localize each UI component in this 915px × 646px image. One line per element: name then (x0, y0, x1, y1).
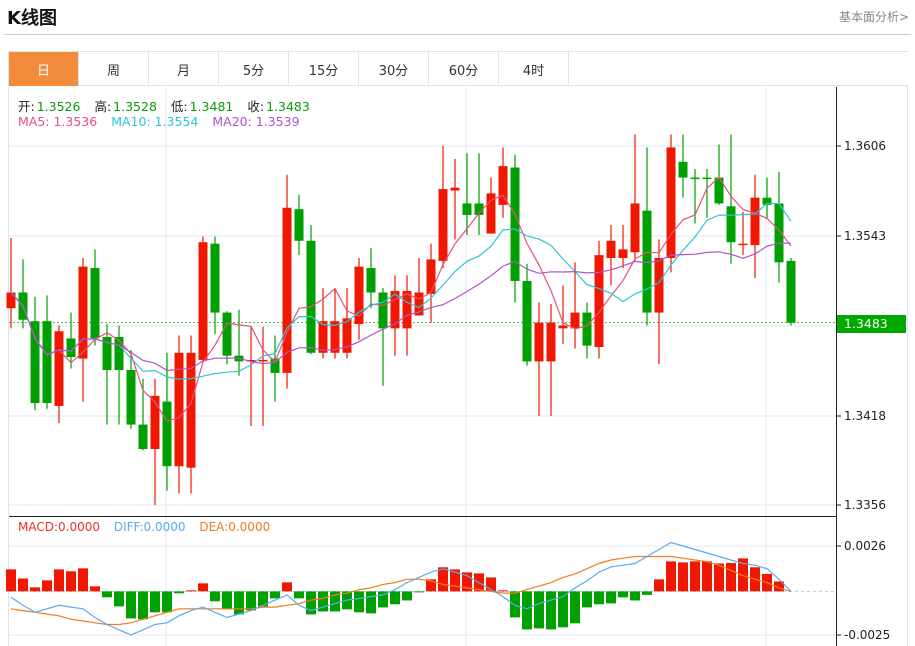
high-value: 1.3528 (113, 99, 157, 114)
macd-readout: MACD:0.0000 DIFF:0.0000 DEA:0.0000 (18, 520, 270, 534)
price-tick: 1.3543 (844, 229, 886, 243)
tab-month[interactable]: 月 (149, 52, 219, 86)
open-label: 开: (18, 99, 35, 114)
tab-15min[interactable]: 15分 (289, 52, 359, 86)
last-price-badge: 1.3483 (837, 315, 906, 333)
high-label: 高: (94, 99, 112, 114)
tab-60min[interactable]: 60分 (429, 52, 499, 86)
ma20-value: MA20: 1.3539 (212, 114, 300, 129)
ma10-value: MA10: 1.3554 (111, 114, 199, 129)
close-value: 1.3483 (266, 99, 310, 114)
fundamental-analysis-link[interactable]: 基本面分析> (838, 10, 909, 24)
close-label: 收: (247, 99, 265, 114)
diff-value: DIFF:0.0000 (113, 520, 186, 534)
macd-tick: 0.0026 (844, 539, 886, 553)
tab-4hour[interactable]: 4时 (499, 52, 569, 86)
tab-week[interactable]: 周 (79, 52, 149, 86)
dea-value: DEA:0.0000 (199, 520, 271, 534)
tab-30min[interactable]: 30分 (359, 52, 429, 86)
ma-readout: MA5: 1.3536 MA10: 1.3554 MA20: 1.3539 (18, 114, 302, 129)
divider (4, 34, 911, 35)
page-title: K线图 (7, 8, 57, 29)
price-tick: 1.3418 (844, 409, 886, 423)
macd-value: MACD:0.0000 (18, 520, 101, 534)
ma5-value: MA5: 1.3536 (18, 114, 98, 129)
open-value: 1.3526 (36, 99, 81, 114)
tab-day[interactable]: 日 (9, 52, 79, 86)
ohlc-readout: 开: 1.3526 高: 1.3528 低: 1.3481 收: 1.3483 (18, 96, 320, 115)
period-tabs: 日 周 月 5分 15分 30分 60分 4时 (8, 51, 908, 86)
price-tick: 1.3356 (844, 498, 886, 512)
macd-tick: -0.0025 (844, 628, 891, 642)
low-value: 1.3481 (189, 99, 234, 114)
tab-5min[interactable]: 5分 (219, 52, 289, 86)
price-tick: 1.3606 (844, 139, 886, 153)
low-label: 低: (170, 99, 188, 114)
chart-frame (8, 86, 908, 646)
